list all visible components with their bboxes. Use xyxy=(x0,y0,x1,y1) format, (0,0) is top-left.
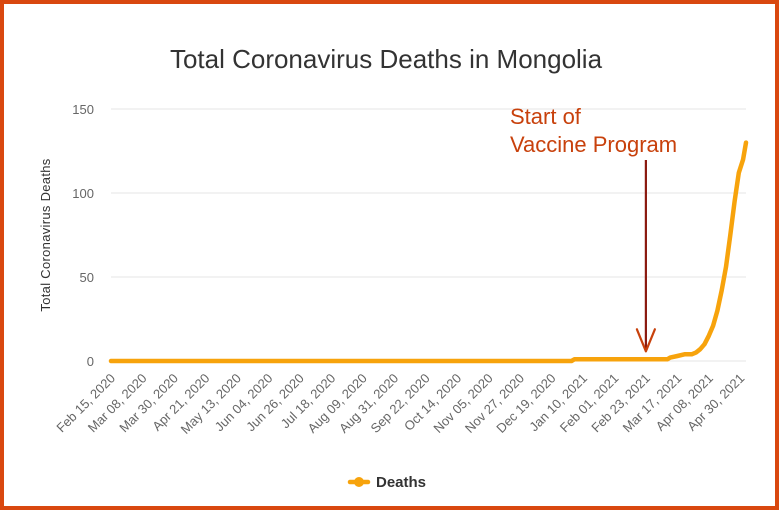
annotation-arrow-head xyxy=(635,328,656,353)
series-group xyxy=(108,140,749,364)
y-tick-label: 150 xyxy=(72,102,94,117)
legend-label-deaths[interactable]: Deaths xyxy=(376,474,426,491)
legend-marker xyxy=(354,477,364,487)
y-tick-label: 100 xyxy=(72,186,94,201)
annotation-text: Vaccine Program xyxy=(510,132,677,157)
y-axis-ticks: 0 50 100 150 xyxy=(72,102,94,369)
annotation-text: Start of xyxy=(510,104,582,129)
chart-title: Total Coronavirus Deaths in Mongolia xyxy=(170,44,603,74)
y-tick-label: 0 xyxy=(87,354,94,369)
y-axis-label: Total Coronavirus Deaths xyxy=(38,158,53,311)
vaccine-annotation: Start of Vaccine Program xyxy=(510,104,677,353)
series-deaths-line[interactable] xyxy=(108,140,749,364)
y-tick-label: 50 xyxy=(80,270,94,285)
line-chart: Total Coronavirus Deaths in Mongolia 0 50… xyxy=(38,44,749,491)
legend[interactable]: Deaths xyxy=(347,474,426,491)
